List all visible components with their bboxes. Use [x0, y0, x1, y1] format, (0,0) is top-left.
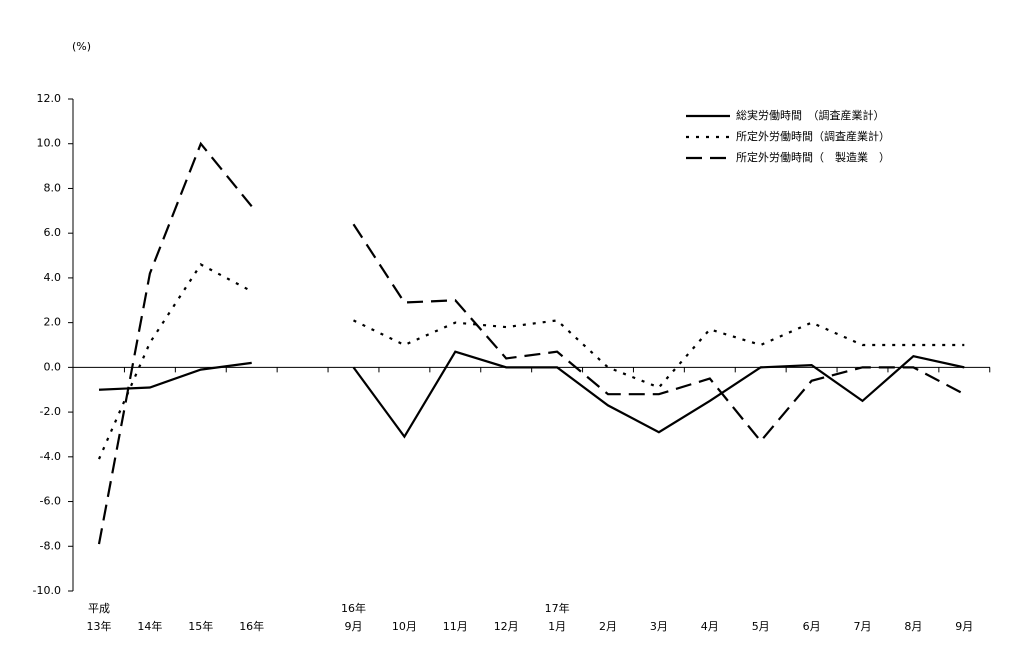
x-tick-label: 12月 — [494, 620, 519, 633]
x-tick-label: 14年 — [137, 619, 162, 633]
x-group-label: 平成 — [88, 602, 110, 615]
y-tick-label: -2.0 — [40, 405, 61, 418]
y-tick-label: 12.0 — [37, 92, 62, 105]
x-tick-label: 7月 — [854, 620, 872, 633]
x-tick-label: 6月 — [803, 620, 821, 633]
series-line — [97, 141, 965, 545]
y-tick-label: -4.0 — [40, 450, 61, 463]
x-group-label: 16年 — [341, 601, 366, 615]
x-tick-label: 10月 — [392, 620, 417, 633]
x-tick-label: 3月 — [650, 620, 668, 633]
x-tick-label: 1月 — [548, 620, 566, 633]
x-tick-label: 2月 — [599, 620, 617, 633]
x-tick-label: 15年 — [188, 619, 213, 633]
y-tick-label: -10.0 — [33, 584, 61, 597]
y-tick-label: 10.0 — [37, 137, 62, 150]
y-tick-label: 6.0 — [44, 226, 62, 239]
x-tick-label: 9月 — [955, 620, 973, 633]
x-tick-label: 13年 — [87, 619, 112, 633]
x-tick-label: 4月 — [701, 620, 719, 633]
y-tick-label: 8.0 — [44, 181, 62, 194]
legend-label: 所定外労働時間（調査産業計） — [736, 129, 890, 143]
y-tick-label: -6.0 — [40, 495, 61, 508]
legend-label: 総実労働時間 （調査産業計） — [736, 108, 885, 122]
x-group-label: 17年 — [545, 601, 570, 615]
legend-label: 所定外労働時間（ 製造業 ） — [736, 150, 890, 164]
y-tick-label: 4.0 — [44, 271, 62, 284]
series-line — [97, 263, 965, 460]
y-tick-label: 0.0 — [44, 360, 62, 373]
x-tick-label: 9月 — [345, 620, 363, 633]
x-tick-label: 5月 — [752, 620, 770, 633]
x-tick-label: 8月 — [904, 620, 922, 633]
x-tick-label: 11月 — [443, 620, 468, 633]
x-tick-label: 16年 — [239, 619, 264, 633]
y-tick-label: 2.0 — [44, 316, 62, 329]
unit-label: (%) — [72, 40, 91, 53]
y-tick-label: -8.0 — [40, 539, 61, 552]
series-line — [98, 350, 965, 439]
